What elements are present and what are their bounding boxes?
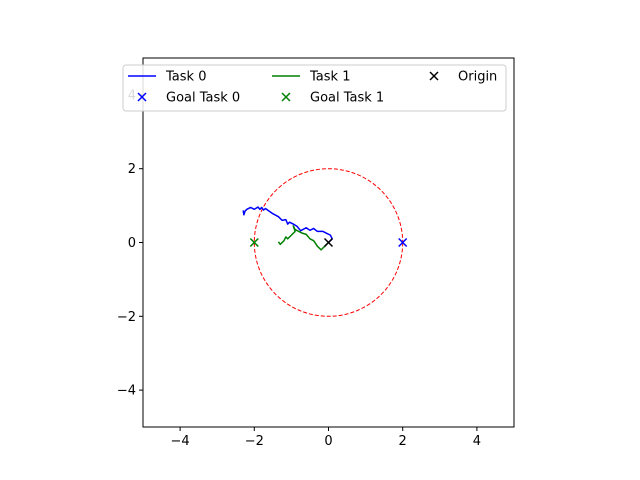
legend-label-task-1: Task 1: [309, 70, 350, 85]
legend-swatch-goal-task-1: [281, 92, 291, 102]
legend-entry-task-0: Task 0: [128, 70, 206, 85]
series-layer: [242, 206, 333, 251]
legend-entry-origin: Origin: [429, 70, 497, 85]
legend: Task 0 Task 1 Origin Goal Task 0 Goal Task 1: [122, 64, 507, 112]
x-tick-label: 4: [473, 434, 481, 449]
legend-label-goal-task-0: Goal Task 0: [166, 91, 240, 106]
marker-goal-task-1-stroke-b: [249, 237, 259, 248]
x-tick-label: −2: [245, 434, 264, 449]
legend-swatch-goal-task-0-stroke-b: [137, 92, 147, 102]
legend-swatch-origin-stroke-b: [429, 71, 439, 81]
y-tick-label: −2: [117, 310, 136, 325]
x-tick-label: −4: [171, 434, 190, 449]
marker-goal-task-1: [249, 237, 259, 248]
legend-entry-goal-task-1: Goal Task 1: [281, 91, 384, 106]
x-axis: −4 −2 0 2 4: [171, 427, 481, 449]
legend-label-origin: Origin: [458, 70, 497, 85]
y-tick-label: 0: [128, 236, 136, 251]
legend-swatch-origin: [429, 71, 439, 81]
y-tick-label: 2: [128, 162, 136, 177]
legend-frame: [122, 64, 507, 112]
y-tick-label: −4: [117, 384, 136, 399]
legend-label-goal-task-1: Goal Task 1: [310, 91, 384, 106]
legend-entry-goal-task-0: Goal Task 0: [137, 91, 240, 106]
marker-goal-task-0: [398, 237, 408, 248]
marker-layer: [249, 237, 408, 248]
legend-label-task-0: Task 0: [165, 70, 206, 85]
marker-origin-stroke-b: [323, 237, 334, 248]
series-line-task-0: [242, 206, 333, 244]
x-tick-label: 2: [399, 434, 407, 449]
legend-swatch-goal-task-0: [137, 92, 147, 102]
legend-swatch-goal-task-1-stroke-b: [281, 92, 291, 102]
series-line-task-1: [277, 225, 330, 251]
marker-goal-task-0-stroke-b: [398, 237, 408, 248]
x-tick-label: 0: [324, 434, 332, 449]
legend-entry-task-1: Task 1: [272, 70, 350, 85]
marker-origin: [323, 237, 334, 248]
